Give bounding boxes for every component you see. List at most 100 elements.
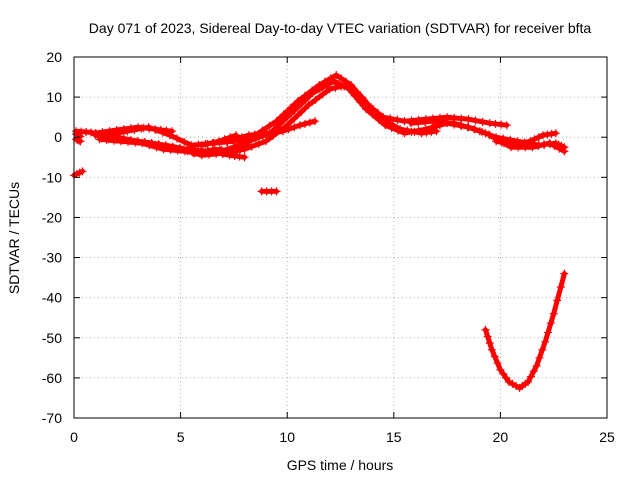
plus-marker [308,89,317,98]
plus-marker [414,126,423,135]
y-tick-label: -10 [42,169,62,185]
plus-marker [560,147,569,156]
plus-marker [491,119,500,128]
plus-marker [236,145,245,154]
plus-marker [237,133,246,142]
plus-marker [139,123,148,132]
y-tick-label: -70 [42,410,62,426]
plus-marker [224,146,233,155]
plus-marker [261,137,270,146]
plus-marker [381,121,390,130]
plus-marker [555,144,564,153]
plus-marker [544,328,553,337]
y-tick-label: 20 [46,49,62,65]
plus-marker [78,167,87,176]
plus-marker [553,296,562,305]
plus-marker [530,135,539,144]
plus-marker [413,118,422,127]
plus-marker [280,115,289,124]
series-line-track-16 [483,271,567,391]
plus-marker [534,133,543,142]
plus-marker [254,139,263,148]
plus-marker [240,153,249,162]
plus-marker [541,337,550,346]
y-tick-label: -50 [42,330,62,346]
plus-marker [126,124,135,133]
plus-marker [492,137,501,146]
plus-marker [217,145,226,154]
tick-marks [73,56,608,419]
plus-marker [520,138,529,147]
plus-marker [428,117,437,126]
plus-marker [197,141,206,150]
plus-marker [126,136,135,145]
plus-marker [534,141,543,150]
plus-marker [295,121,304,130]
plus-marker [508,379,517,388]
plus-marker [322,81,331,90]
x-tick-label: 25 [599,429,615,445]
plus-marker [161,141,170,150]
plus-marker [485,119,494,128]
plus-marker [499,369,508,378]
plus-marker [490,352,499,361]
plus-marker [311,95,320,104]
plus-marker [456,121,465,130]
plus-marker [173,134,182,143]
plus-marker [509,141,518,150]
plus-marker [539,131,548,140]
plus-marker [504,377,513,386]
plus-marker [497,120,506,129]
plus-marker [464,115,473,124]
plus-marker [539,140,548,149]
plus-marker [449,119,458,128]
plus-marker [111,135,120,144]
y-tick-label: 0 [54,129,62,145]
plus-marker [560,269,569,278]
plus-marker [278,127,287,136]
plus-marker [315,85,324,94]
plus-marker [189,149,198,158]
plus-marker [529,367,538,376]
plus-marker [545,139,554,148]
plus-marker [493,359,502,368]
plus-marker [156,125,165,134]
plus-marker [502,373,511,382]
series-line-track-11 [71,168,85,178]
plus-marker [496,365,505,374]
plus-marker [76,137,85,146]
y-tick-label: -20 [42,209,62,225]
series-layer [70,71,569,392]
plus-marker [502,121,511,130]
plus-marker [331,83,340,92]
y-tick-label: -60 [42,370,62,386]
plus-marker [294,102,303,111]
plus-marker [182,145,191,154]
plus-marker [175,143,184,152]
plus-marker [356,98,365,107]
plus-marker [485,131,494,140]
plus-marker [305,118,314,127]
plus-marker [265,121,274,130]
plus-marker [514,139,523,148]
plus-marker [168,142,177,151]
plus-marker [145,124,154,133]
y-tick-label: -30 [42,250,62,266]
x-tick-label: 0 [70,429,78,445]
plus-marker [374,115,383,124]
plus-marker [481,325,490,334]
plus-marker [435,117,444,126]
plus-marker [203,139,212,148]
plus-marker [147,139,156,148]
plus-marker [387,123,396,132]
plus-marker [421,125,430,134]
plus-marker [74,136,83,145]
plus-marker [478,117,487,126]
plus-marker [428,123,437,132]
plus-marker [226,133,235,142]
plus-marker [310,117,319,126]
x-tick-label: 20 [493,429,509,445]
tick-labels: 0 5 10 15 20 25 20 10 0 -10 -20 -30 -40 -50 -60 -70 [42,49,615,445]
plus-marker [400,117,409,126]
